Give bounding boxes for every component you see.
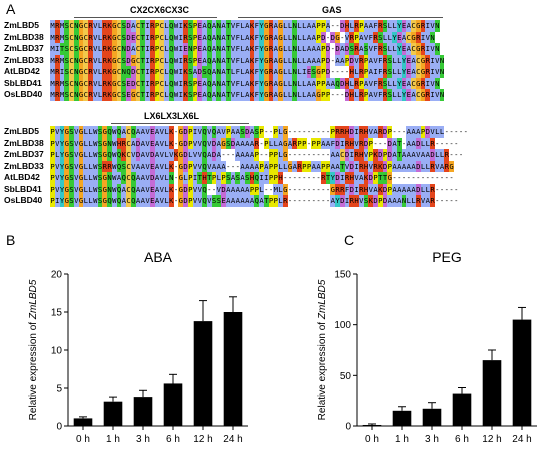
y-tick-label: 15 [51,308,63,319]
alignment-row: SbLBD41 PVYGSVGLLWSGNWQACQAAVEAVLK-GDPVVQ… [4,183,468,195]
alignment-block-2: ZmLBD5 PVYGSVGLLWSGQWQACQAAVEAVLK-GDPIVQV… [4,126,468,207]
x-tick-label: 6 h [166,434,180,445]
motif-label-gas: GAS [322,5,342,15]
alignment-row: ZmLBD33 MRMSCNGCRVLRKGCSDGCTIRPCLQWIRSPEA… [4,54,445,66]
panel-label-b: B [6,232,16,248]
sequence-name: SbLBD41 [4,77,42,88]
alignment-row: OsLBD40 PIYGSVGLLWSGQWQACQAAVEAVLK-GDPVVQ… [4,195,468,207]
bar [103,401,123,426]
motif-bar-leucine [111,123,249,124]
sequence-name: ZmLBD5 [4,20,39,30]
sequence-name: OsLBD40 [4,195,43,205]
sequence-residues: PVYGSVGLLWSGNWAQCQAAVDAVLN-GLPITHTPLPSAS… [50,172,454,184]
y-axis-label: Relative expression of ZmLBD5 [28,279,39,420]
motif-bar-zinc [74,17,217,18]
sequence-residues: PVYGSVGLLWSGNWQACQAAVEAVLK-GDPVVQ--VDAAA… [50,183,459,195]
panel-label-a: A [6,1,16,17]
y-tick-label: 100 [334,320,351,331]
bar [163,383,183,426]
bar [133,397,153,426]
y-tick-label: 10 [51,346,63,357]
x-tick-label: 12 h [482,434,501,445]
x-tick-label: 1 h [395,434,409,445]
x-tick-label: 6 h [455,434,469,445]
y-tick-label: 0 [56,422,62,433]
sequence-residues: PLYGSVGLLWSGQWQKCVDAVDAVLVKGDLVVQADA---A… [50,149,463,161]
alignment-block-1: ZmLBD5 MRMSCNGCRVLRKGCSDACTIRPCLQWIKSPEAQ… [4,20,445,101]
alignment-row: ZmLBD5 PVYGSVGLLWSGQWQACQAAVEAVLK-GDPIVQV… [4,126,468,138]
bar [193,321,213,426]
bar [452,393,472,426]
y-tick-label: 0 [345,422,351,433]
sequence-residues: PVYGSVGLLWSGNWHRCADAVEAVLK-GDPVVQVDAGSDA… [50,137,459,149]
sequence-name: ZmLBD33 [4,160,44,171]
motif-label-zinc: CX2CX6CX3C [130,5,190,15]
sequence-residues: MRISCNGCRVLRKGCNQDCTIRPCLQWIKSADSQANATLF… [50,66,445,78]
y-tick-label: 20 [51,270,63,281]
y-axis-label-gene: ZmLBD5 [317,279,328,320]
bar-chart-peg: PEG 0 50 100 150 Relative expression of ZmLBD… [317,249,537,445]
sequence-name: ZmLBD37 [4,43,44,53]
bar [482,360,502,426]
alignment-row: ZmLBD33 PVYGSVGLLWSRRWQSCVAAVEAVLK-GDPVVQ… [4,160,468,172]
alignment-row: AtLBD42 MRISCNGCRVLRKGCNQDCTIRPCLQWIKSADS… [4,66,445,78]
sequence-residues: MRMSCNGCRVLRKGCSDACTIRPCLQWIKSPEAQANATVF… [50,20,440,32]
sequence-residues: MRMSCNGCRVLRKGCSEDCTIRPCLQWIRSPEAQANATVF… [50,77,440,89]
sequence-residues: MRMSCNGCRVLRKGCSEGCTIRPCLQWIKSPEAQANATVF… [50,89,445,101]
bar [392,410,412,426]
sequence-residues: MRMSCNGCRVLRKGCSDGCTIRPCLQWIRSPEAQANATVF… [50,54,445,66]
x-tick-label: 24 h [512,434,531,445]
sequence-name: AtLBD42 [4,66,40,76]
bar [512,319,532,426]
chart-title: PEG [432,249,462,265]
alignment-row: ZmLBD5 MRMSCNGCRVLRKGCSDACTIRPCLQWIKSPEAQ… [4,20,444,32]
sequence-residues: PVYGSVGLLWSRRWQSCVAAVEAVLK-GDPVVQVAAA---… [50,160,454,172]
y-axis-label-text: Relative expression of [28,319,39,420]
y-axis-label: Relative expression of ZmLBD5 [317,279,328,420]
sequence-residues: PIYGSVGLLWSGQWQACQAAVEAVLK-GDPVVQVSSEAAA… [50,195,459,207]
x-tick-label: 1 h [106,434,120,445]
sequence-name: ZmLBD37 [4,149,44,159]
y-tick-label: 150 [334,270,351,281]
sequence-residues: PVYGSVGLLWSGQWQACQAAVEAVLK-GDPIVQVQAVPAA… [50,126,468,138]
y-axis-label-gene: ZmLBD5 [28,279,39,320]
x-tick-label: 0 h [365,434,379,445]
alignment-row: ZmLBD38 MRMSCNGCRVLRKGCSDECTIRPCLQWIRSPEA… [4,31,444,43]
chart-title: ABA [144,249,173,265]
x-tick-label: 3 h [425,434,439,445]
sequence-name: SbLBD41 [4,183,42,194]
bar [223,312,243,426]
y-axis-label-text: Relative expression of [317,319,328,420]
panel-label-c: C [344,232,355,248]
alignment-row: OsLBD40 MRMSCNGCRVLRKGCSEGCTIRPCLQWIKSPEA… [4,89,445,101]
motif-bar-gas [238,17,443,18]
alignment-row: ZmLBD37 MITSCSGCRVLRKGCNDACTIRPCLQWIENPEA… [4,43,444,55]
bar-chart-aba: ABA 0 5 10 15 20 Relative expression of ZmLBD5… [28,249,248,445]
x-tick-label: 24 h [223,434,242,445]
sequence-name: OsLBD40 [4,89,43,99]
y-tick-label: 5 [56,384,62,395]
sequence-residues: MRMSCNGCRVLRKGCSDECTIRPCLQWIRSPEAQANATVF… [50,31,435,43]
sequence-name: ZmLBD33 [4,54,44,65]
alignment-row: AtLBD42 PVYGSVGLLWSGNWAQCQAAVDAVLN-GLPITH… [4,172,468,184]
alignment-row: ZmLBD38 PVYGSVGLLWSGNWHRCADAVEAVLK-GDPVVQ… [4,137,468,149]
alignment-row: SbLBD41 MRMSCNGCRVLRKGCSEDCTIRPCLQWIRSPEA… [4,77,444,89]
motif-label-leucine: LX6LX3LX6L [144,111,200,121]
x-tick-label: 3 h [136,434,150,445]
sequence-residues: MITSCSGCRVLRKGCNDACTIRPCLQWIENPEAQANATVF… [50,43,440,55]
bar [422,408,442,426]
sequence-name: AtLBD42 [4,172,40,182]
sequence-name: ZmLBD5 [4,126,39,136]
alignment-row: ZmLBD37 PLYGSVGLLWSGQWQKCVDAVDAVLVKGDLVVQ… [4,149,468,161]
x-tick-label: 0 h [76,434,90,445]
y-tick-label: 50 [340,371,352,382]
bar [73,418,93,426]
x-tick-label: 12 h [193,434,212,445]
sequence-name: ZmLBD38 [4,137,44,148]
bar [362,424,382,426]
sequence-name: ZmLBD38 [4,31,44,42]
